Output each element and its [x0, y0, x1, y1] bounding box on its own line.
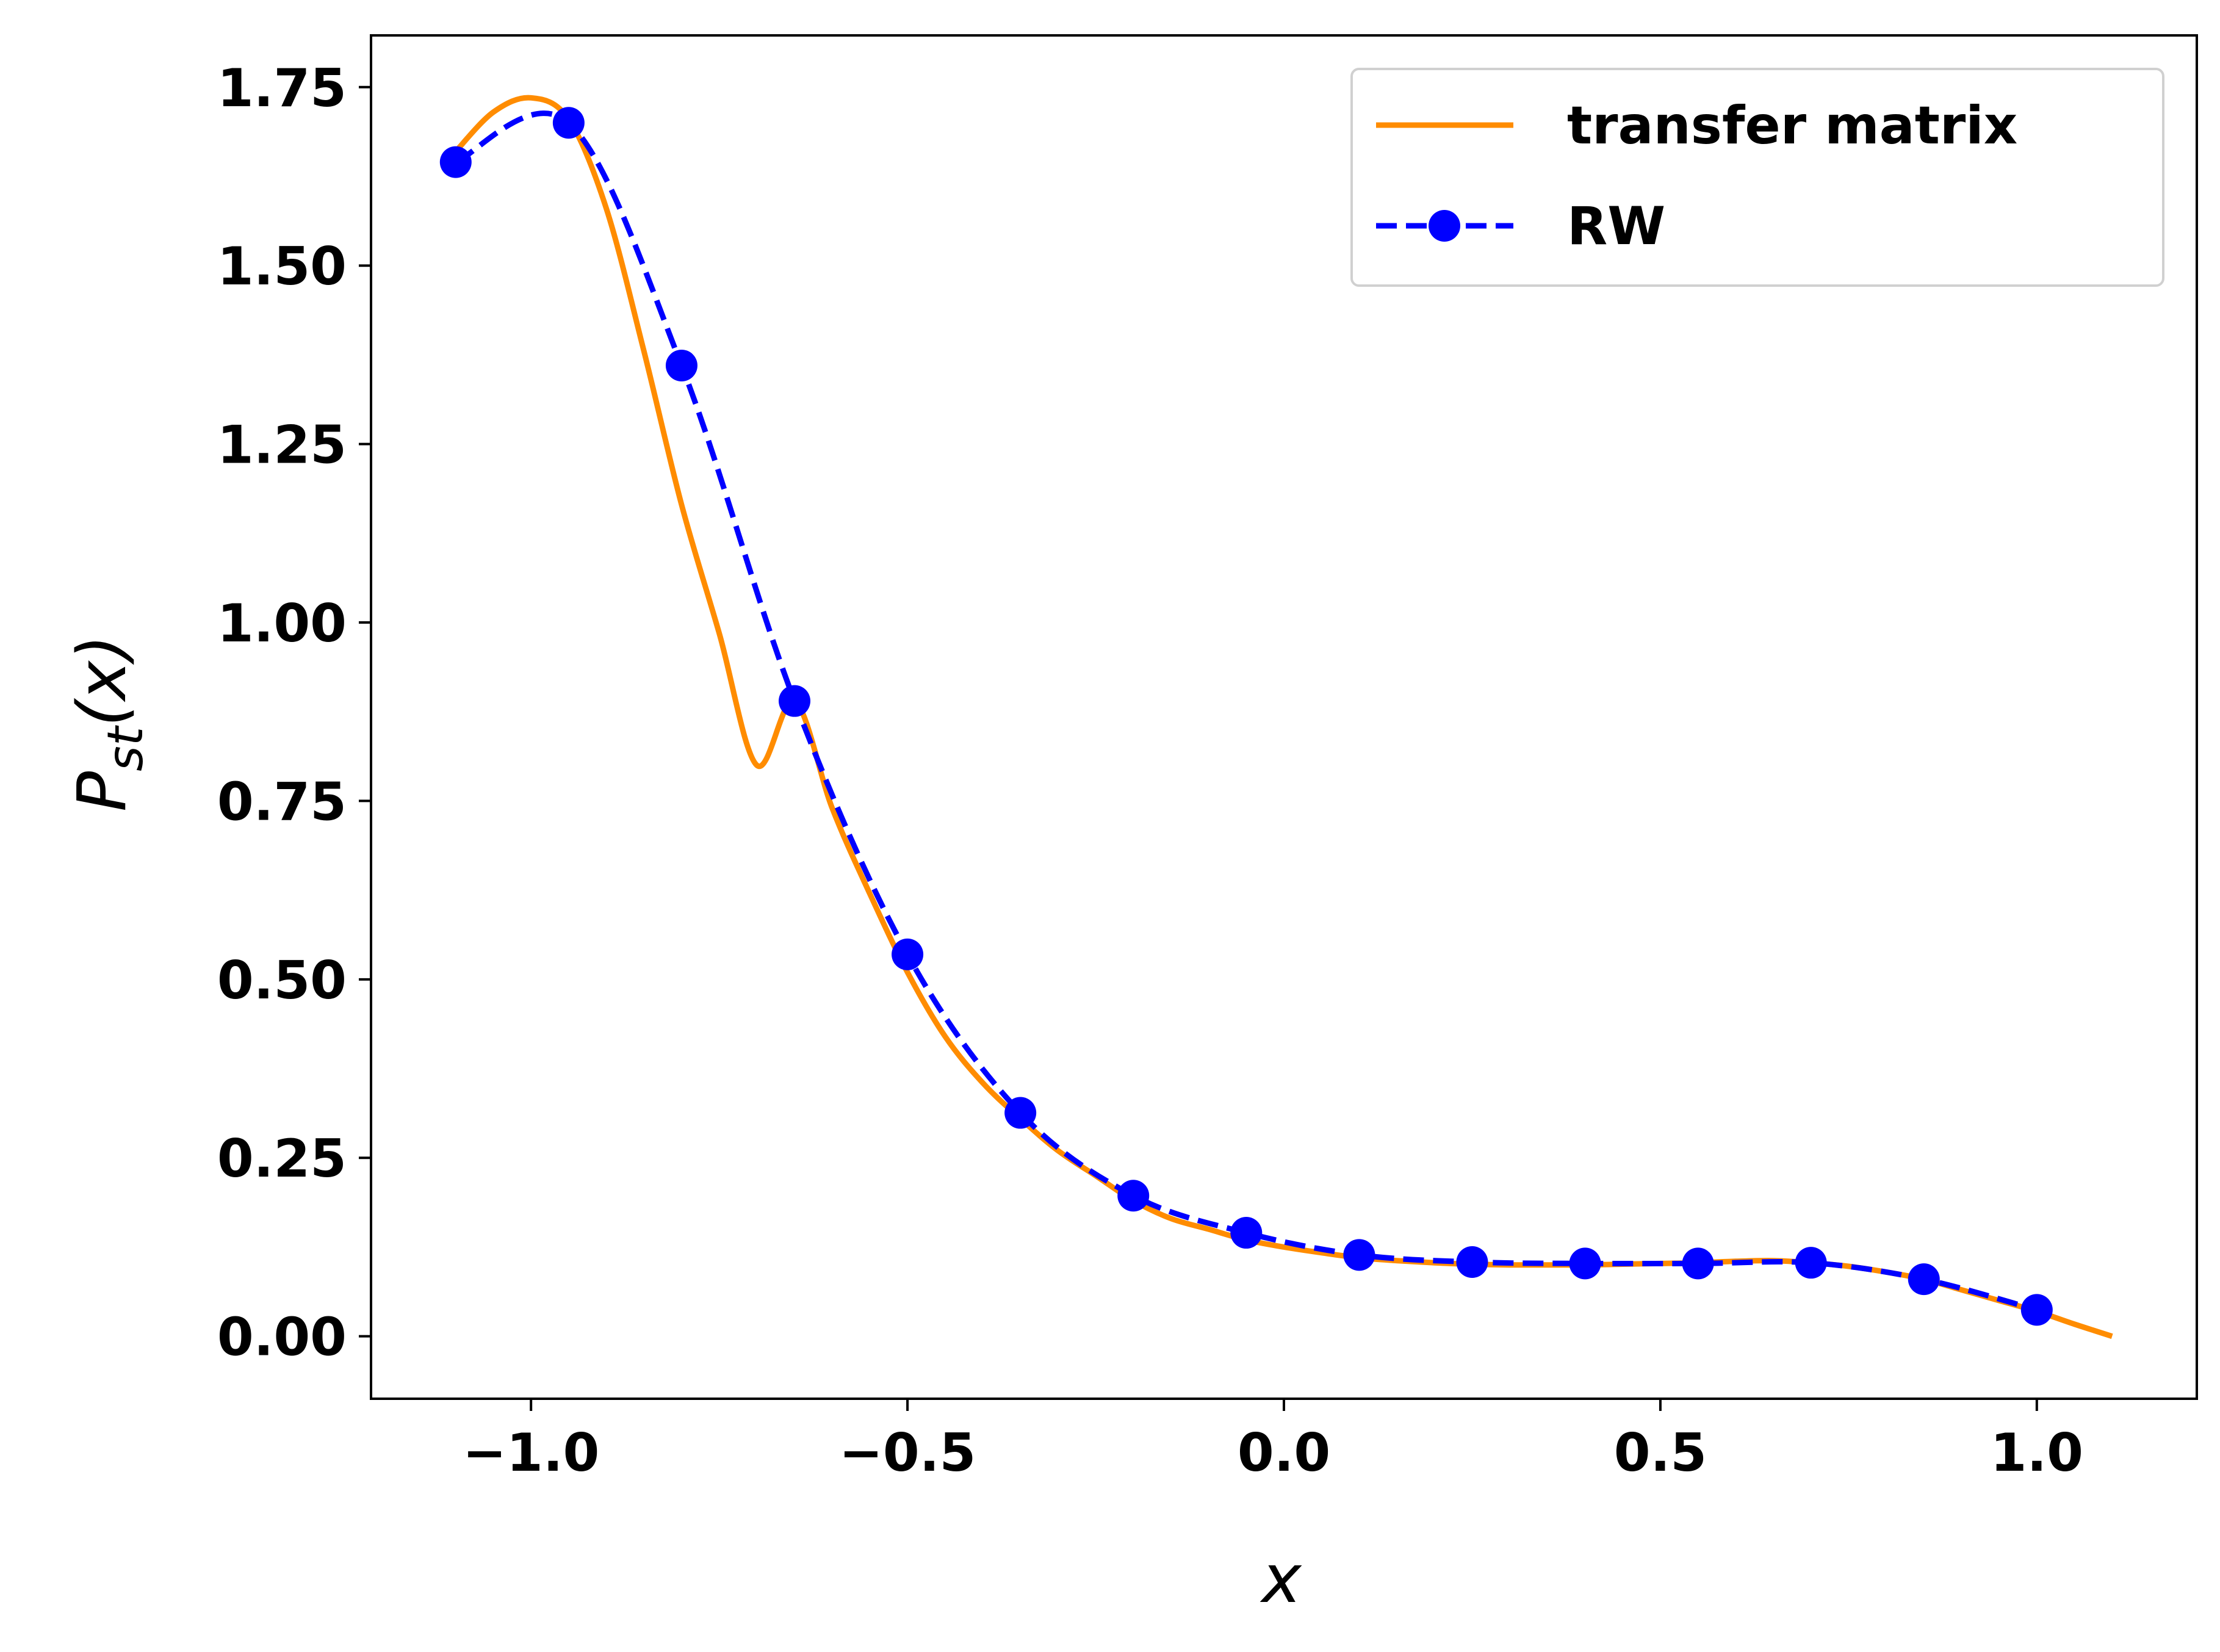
legend-marker-1 [1429, 210, 1460, 242]
x-tick-label-3: 0.5 [1614, 1423, 1707, 1484]
data-point-1-7 [1230, 1217, 1263, 1249]
y-tick-label-0: 0.00 [217, 1307, 347, 1368]
y-tick-label-4: 1.00 [217, 593, 347, 654]
data-point-1-11 [1682, 1247, 1714, 1280]
y-axis: 0.00 0.25 0.50 0.75 1.00 1.25 1.50 1.75 [217, 58, 371, 1368]
series-line-1 [454, 110, 2038, 1313]
x-tick-label-4: 1.0 [1991, 1423, 2083, 1484]
x-tick-label-1: −0.5 [839, 1423, 976, 1484]
y-tick-label-3: 0.75 [217, 771, 347, 832]
y-tick-label-7: 1.75 [217, 58, 347, 119]
data-point-1-3 [779, 685, 811, 717]
x-axis-label: x [1260, 1540, 1302, 1618]
x-axis: −1.0 −0.5 0.0 0.5 1.0 [463, 1399, 2083, 1484]
y-tick-label-2: 0.50 [217, 950, 347, 1011]
data-point-1-8 [1343, 1239, 1375, 1271]
data-point-1-14 [2020, 1294, 2053, 1326]
plot-area [370, 34, 2198, 1400]
legend-label-0: transfer matrix [1567, 95, 2017, 156]
data-point-1-1 [552, 107, 585, 139]
y-tick-label-5: 1.25 [217, 415, 347, 476]
y-tick-label-1: 0.25 [217, 1128, 347, 1189]
x-tick-label-0: −1.0 [463, 1423, 599, 1484]
legend: transfer matrix RW [1350, 68, 2164, 287]
y-axis-label: Pst(x) [63, 635, 154, 812]
data-point-1-0 [439, 146, 472, 178]
data-point-1-4 [892, 938, 924, 970]
data-point-1-13 [1908, 1263, 1940, 1296]
y-tick-label-6: 1.50 [217, 236, 347, 297]
data-point-1-6 [1117, 1180, 1150, 1212]
y-axis-label-sub: st [97, 725, 154, 771]
y-axis-label-main: P [63, 771, 141, 812]
data-point-1-2 [665, 349, 697, 381]
data-point-1-10 [1569, 1247, 1601, 1280]
data-point-1-12 [1795, 1247, 1827, 1279]
legend-label-1: RW [1567, 196, 1665, 257]
data-point-1-9 [1456, 1246, 1488, 1279]
data-point-1-5 [1004, 1097, 1037, 1129]
legend-box [1350, 68, 2164, 287]
y-axis-label-arg: (x) [63, 635, 141, 727]
x-tick-label-2: 0.0 [1238, 1423, 1330, 1484]
